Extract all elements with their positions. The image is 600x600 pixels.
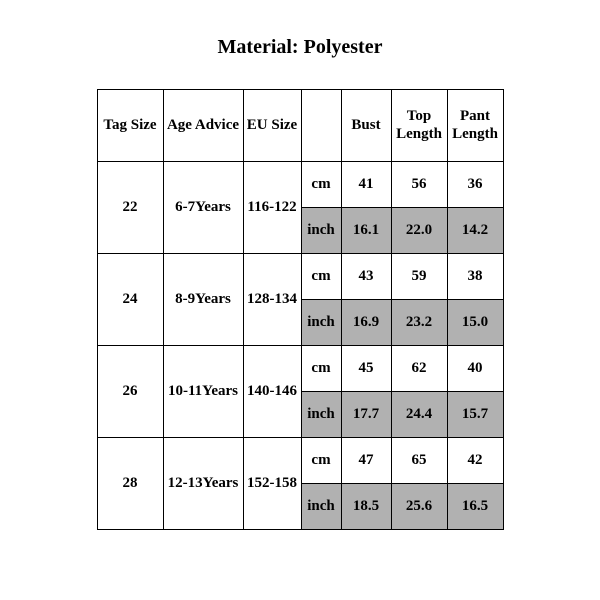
- cell-bust-cm: 41: [341, 162, 391, 208]
- cell-age-advice: 10-11Years: [163, 346, 243, 438]
- cell-unit-inch: inch: [301, 208, 341, 254]
- page-title: Material: Polyester: [0, 36, 600, 59]
- page: Material: Polyester Tag Size Age Advice …: [0, 0, 600, 600]
- cell-bust-cm: 47: [341, 438, 391, 484]
- col-header-top-line1: Top: [407, 108, 431, 124]
- cell-top-cm: 62: [391, 346, 447, 392]
- cell-unit-inch: inch: [301, 300, 341, 346]
- table-header-row: Tag Size Age Advice EU Size Bust Top Len…: [97, 90, 503, 162]
- cell-pant-cm: 38: [447, 254, 503, 300]
- cell-age-advice: 6-7Years: [163, 162, 243, 254]
- cell-unit-cm: cm: [301, 346, 341, 392]
- col-header-pant-length: Pant Length: [447, 90, 503, 162]
- col-header-unit: [301, 90, 341, 162]
- cell-eu-size: 140-146: [243, 346, 301, 438]
- col-header-tag-size: Tag Size: [97, 90, 163, 162]
- cell-pant-inch: 15.0: [447, 300, 503, 346]
- cell-bust-cm: 45: [341, 346, 391, 392]
- cell-unit-inch: inch: [301, 392, 341, 438]
- cell-tag-size: 26: [97, 346, 163, 438]
- cell-unit-cm: cm: [301, 254, 341, 300]
- cell-pant-inch: 14.2: [447, 208, 503, 254]
- cell-pant-inch: 15.7: [447, 392, 503, 438]
- cell-top-inch: 23.2: [391, 300, 447, 346]
- col-header-top-line2: Length: [396, 126, 442, 142]
- cell-top-cm: 56: [391, 162, 447, 208]
- cell-top-cm: 59: [391, 254, 447, 300]
- cell-age-advice: 8-9Years: [163, 254, 243, 346]
- table-row: 226-7Years116-122cm415636: [97, 162, 503, 208]
- cell-pant-cm: 40: [447, 346, 503, 392]
- cell-bust-inch: 16.1: [341, 208, 391, 254]
- cell-top-inch: 24.4: [391, 392, 447, 438]
- table-row: 2812-13Years152-158cm476542: [97, 438, 503, 484]
- cell-age-advice: 12-13Years: [163, 438, 243, 530]
- cell-top-inch: 22.0: [391, 208, 447, 254]
- table-row: 2610-11Years140-146cm456240: [97, 346, 503, 392]
- cell-bust-cm: 43: [341, 254, 391, 300]
- cell-unit-inch: inch: [301, 484, 341, 530]
- col-header-eu-size: EU Size: [243, 90, 301, 162]
- cell-pant-inch: 16.5: [447, 484, 503, 530]
- cell-bust-inch: 17.7: [341, 392, 391, 438]
- col-header-age-advice: Age Advice: [163, 90, 243, 162]
- cell-top-inch: 25.6: [391, 484, 447, 530]
- cell-unit-cm: cm: [301, 162, 341, 208]
- cell-tag-size: 24: [97, 254, 163, 346]
- col-header-pant-line2: Length: [452, 126, 498, 142]
- cell-pant-cm: 42: [447, 438, 503, 484]
- cell-top-cm: 65: [391, 438, 447, 484]
- col-header-pant-line1: Pant: [460, 108, 490, 124]
- cell-pant-cm: 36: [447, 162, 503, 208]
- cell-bust-inch: 18.5: [341, 484, 391, 530]
- cell-unit-cm: cm: [301, 438, 341, 484]
- cell-bust-inch: 16.9: [341, 300, 391, 346]
- table-row: 248-9Years128-134cm435938: [97, 254, 503, 300]
- cell-tag-size: 22: [97, 162, 163, 254]
- cell-eu-size: 152-158: [243, 438, 301, 530]
- cell-eu-size: 128-134: [243, 254, 301, 346]
- cell-tag-size: 28: [97, 438, 163, 530]
- col-header-top-length: Top Length: [391, 90, 447, 162]
- col-header-bust: Bust: [341, 90, 391, 162]
- size-chart-table: Tag Size Age Advice EU Size Bust Top Len…: [97, 89, 504, 530]
- cell-eu-size: 116-122: [243, 162, 301, 254]
- size-chart-body: 226-7Years116-122cm415636inch16.122.014.…: [97, 162, 503, 530]
